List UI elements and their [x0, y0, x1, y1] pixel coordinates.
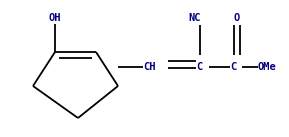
Text: NC: NC	[189, 13, 201, 23]
Text: OMe: OMe	[258, 62, 277, 72]
Text: C: C	[230, 62, 236, 72]
Text: OH: OH	[49, 13, 61, 23]
Text: CH: CH	[143, 62, 155, 72]
Text: O: O	[234, 13, 240, 23]
Text: C: C	[196, 62, 202, 72]
